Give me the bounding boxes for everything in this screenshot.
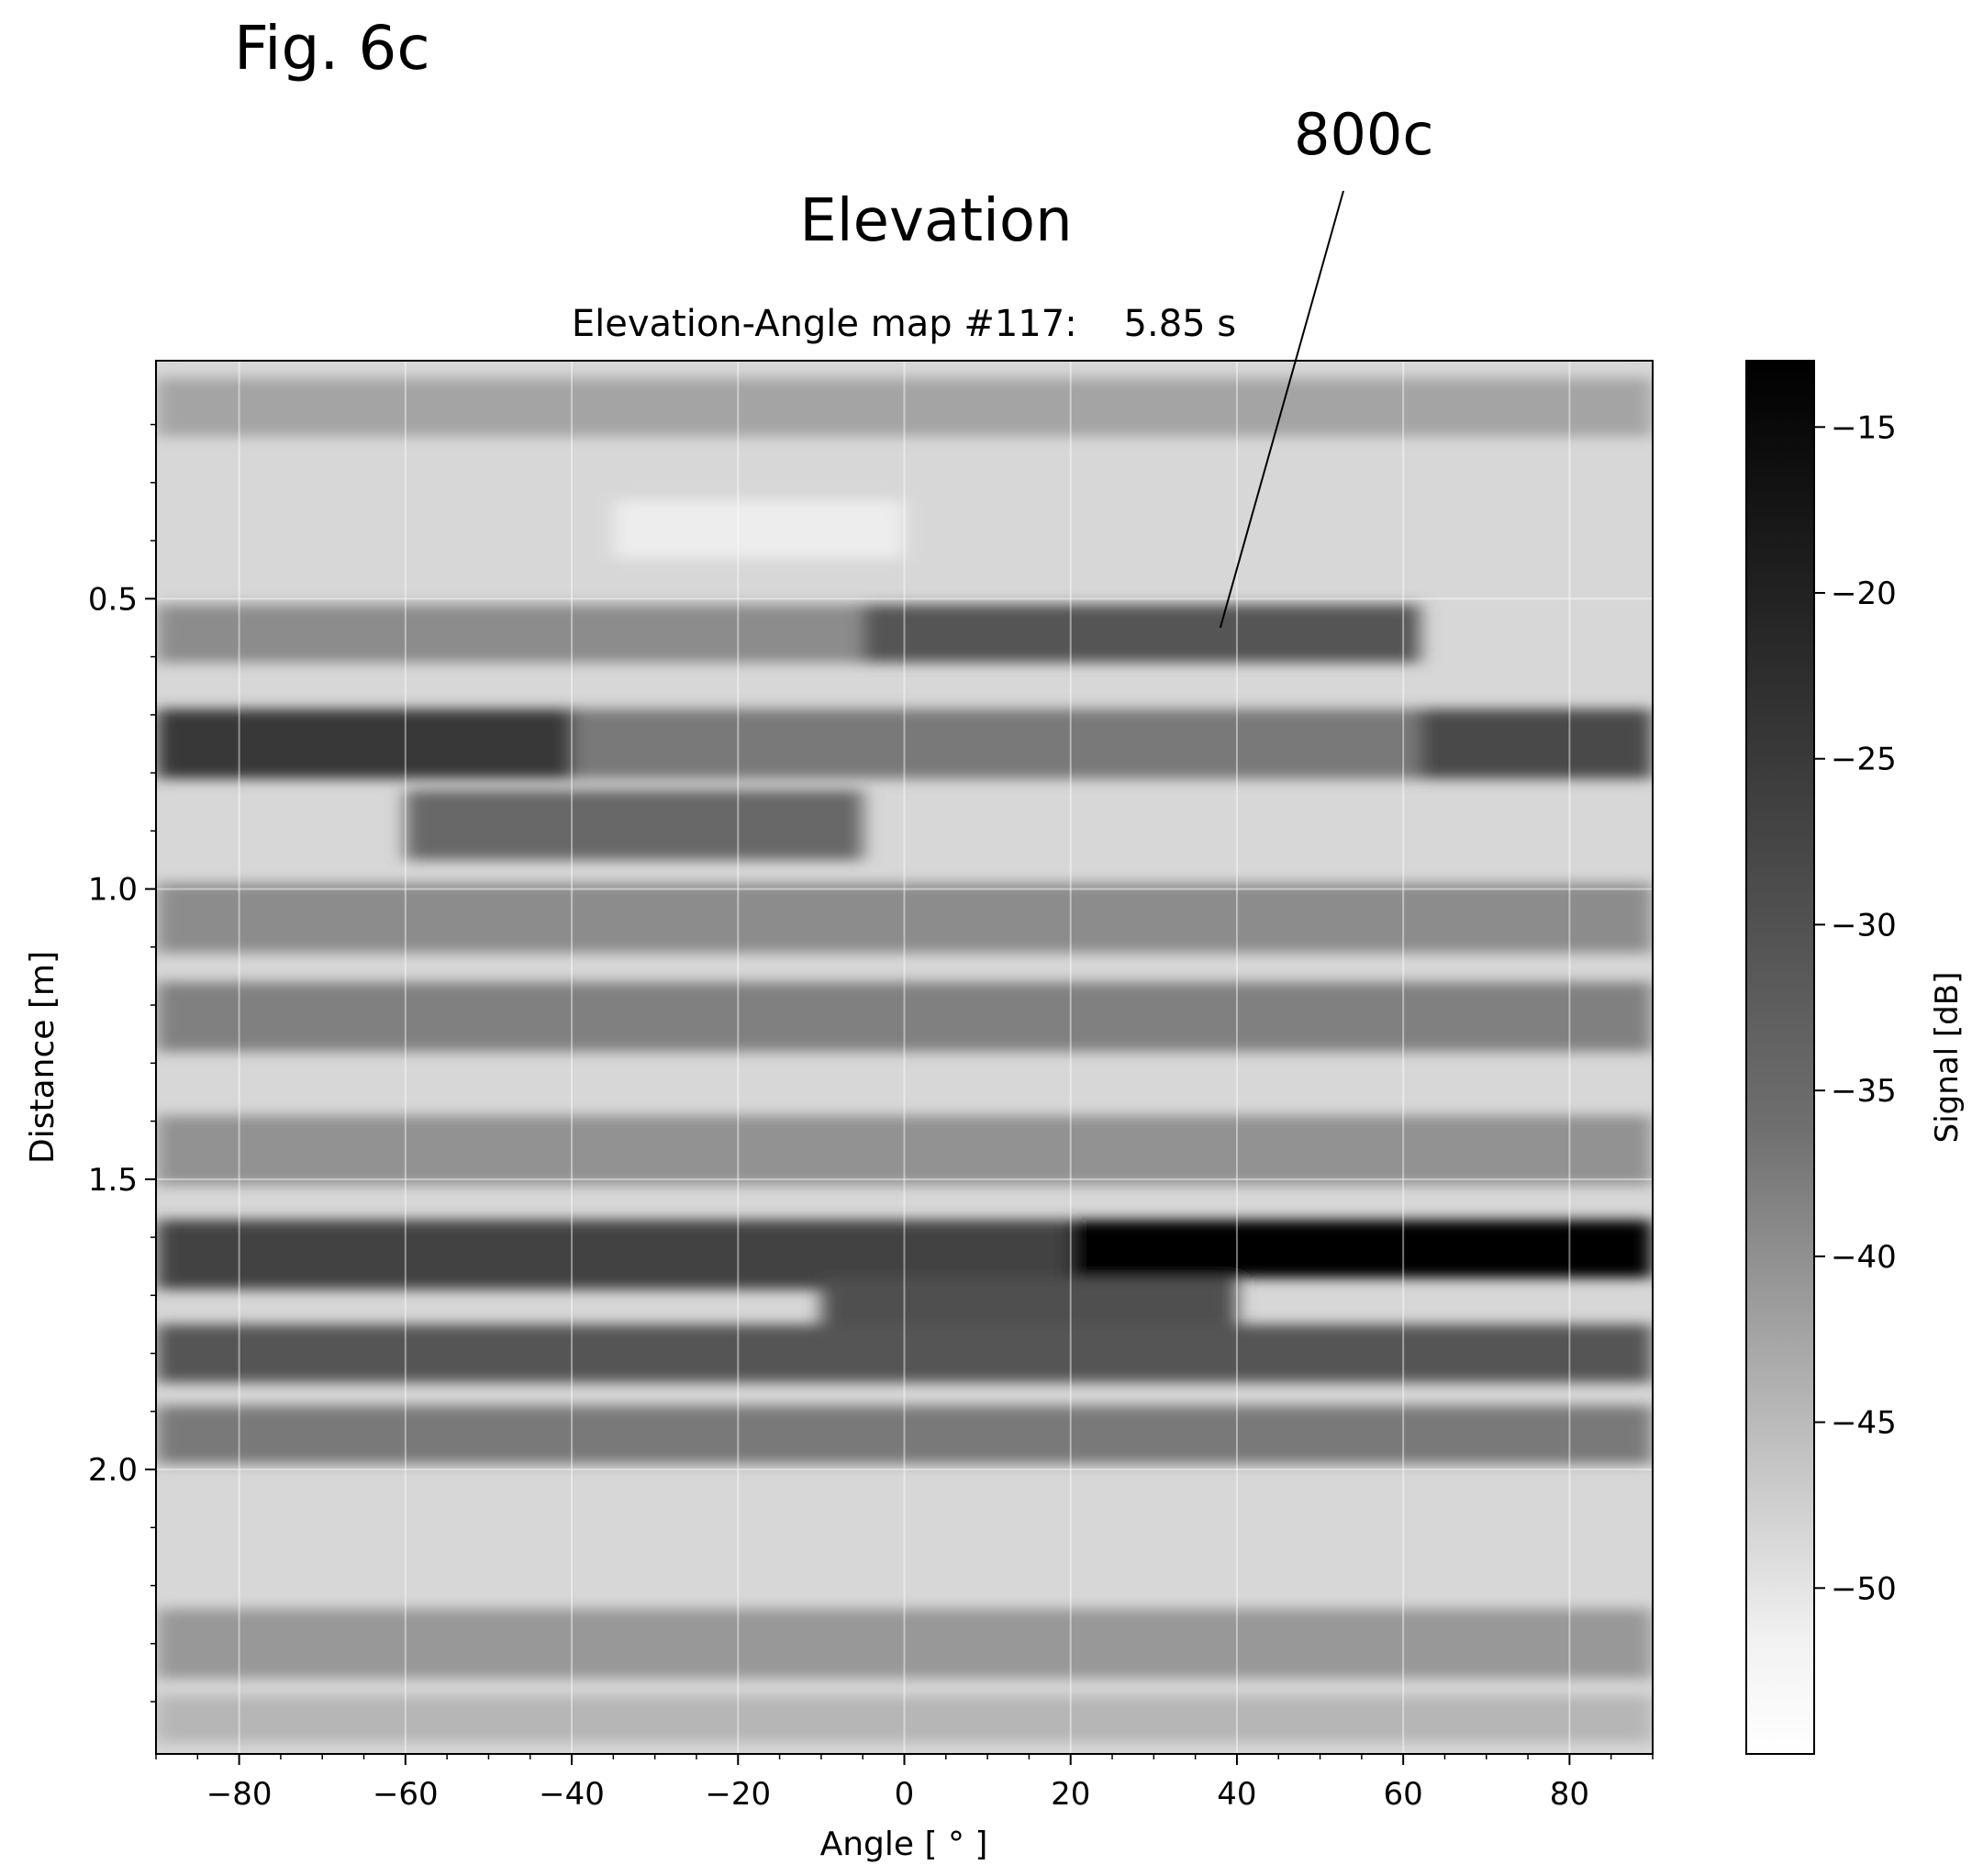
colorbar-tick-label-1: −20 — [1831, 575, 1897, 612]
heatmap-band-17 — [156, 1695, 1653, 1743]
colorbar-gradient — [1745, 360, 1815, 1755]
x-tick-label-2: −40 — [539, 1776, 605, 1813]
colorbar-label: Signal [dB] — [1929, 972, 1966, 1144]
heading: Elevation — [799, 187, 1072, 255]
heatmap-bands — [156, 377, 1653, 1743]
heatmap-band-8 — [156, 883, 1653, 954]
y-tick-label-3: 2.0 — [88, 1452, 138, 1489]
heatmap-band-0 — [156, 377, 1653, 437]
x-tick-label-1: −60 — [373, 1776, 439, 1813]
heatmap-band-6 — [572, 709, 1421, 779]
y-tick-label-1: 1.0 — [88, 872, 138, 909]
heatmap-band-4 — [156, 709, 573, 779]
heatmap-band-7 — [405, 790, 863, 860]
y-axis-label: Distance [m] — [24, 951, 61, 1164]
heatmap-band-11 — [1070, 1220, 1653, 1279]
heatmap-band-9 — [156, 981, 1653, 1052]
grid — [156, 361, 1653, 1754]
x-tick-label-8: 80 — [1550, 1776, 1589, 1813]
colorbar-tick-label-4: −35 — [1831, 1073, 1897, 1110]
y-axis: 0.5 1.0 1.5 2.0 — [88, 423, 156, 1703]
x-axis-label: Angle [ ° ] — [820, 1826, 988, 1863]
x-axis: −80 −60 −40 −20 0 20 40 60 80 — [155, 1754, 1654, 1813]
colorbar-ticks: −15 −20 −25 −30 −35 −40 −45 −50 — [1814, 409, 1897, 1607]
x-tick-label-0: −80 — [206, 1776, 273, 1813]
colorbar-tick-label-2: −25 — [1831, 742, 1897, 778]
colorbar-tick-label-7: −50 — [1831, 1570, 1897, 1607]
colorbar-tick-label-5: −40 — [1831, 1239, 1897, 1276]
x-tick-label-4: 0 — [895, 1776, 915, 1813]
heatmap-band-5 — [1420, 709, 1653, 779]
y-tick-label-0: 0.5 — [88, 581, 138, 618]
x-tick-label-3: −20 — [705, 1776, 771, 1813]
x-tick-label-5: 20 — [1051, 1776, 1090, 1813]
colorbar-tick-label-6: −45 — [1831, 1405, 1897, 1442]
chart-title: Elevation-Angle map #117: 5.85 s — [572, 303, 1236, 345]
heatmap-band-15 — [156, 1405, 1653, 1464]
heatmap-area — [155, 360, 1654, 1755]
heatmap-band-10 — [156, 1115, 1653, 1186]
figure-label: Fig. 6c — [234, 13, 430, 84]
x-tick-label-6: 40 — [1217, 1776, 1256, 1813]
heatmap-band-14 — [156, 1323, 1653, 1383]
y-tick-label-2: 1.5 — [88, 1162, 138, 1199]
heatmap-band-1 — [613, 499, 905, 559]
heatmap-band-16 — [156, 1608, 1653, 1679]
colorbar-tick-label-0: −15 — [1831, 409, 1897, 446]
heatmap-band-3 — [156, 604, 863, 663]
colorbar: −15 −20 −25 −30 −35 −40 −45 −50 Signal [dB] — [1745, 360, 1966, 1755]
reference-label: 800c — [1294, 101, 1433, 168]
heatmap-background — [156, 361, 1653, 1754]
heatmap-band-2 — [863, 604, 1421, 663]
colorbar-tick-label-3: −30 — [1831, 907, 1897, 944]
annotation-leader-line — [1219, 190, 1344, 629]
x-tick-label-7: 60 — [1384, 1776, 1423, 1813]
